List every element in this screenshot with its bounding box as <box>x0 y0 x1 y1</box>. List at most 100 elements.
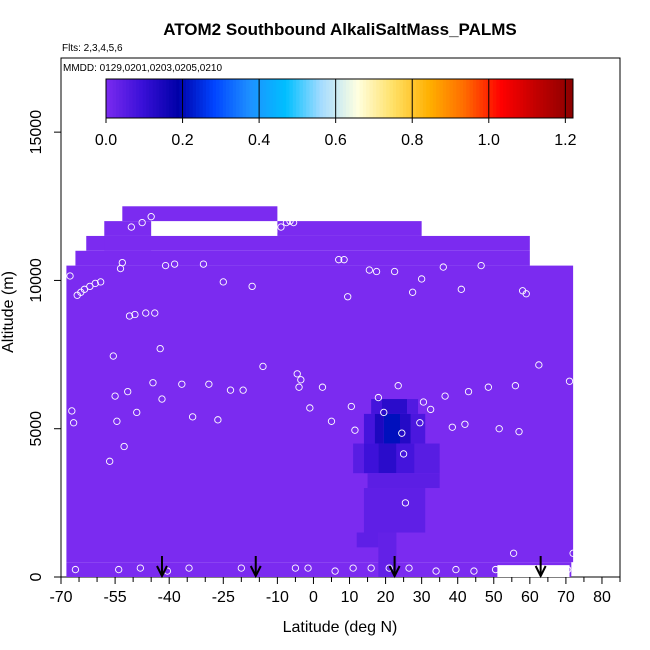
colorbar-segment-65 <box>322 79 327 118</box>
colorbar-segment-6 <box>126 79 130 118</box>
sample-point-35 <box>185 564 193 572</box>
sample-point-60 <box>335 256 343 264</box>
sample-point-26 <box>147 213 155 221</box>
sample-point-89 <box>461 420 469 428</box>
y-axis-label: Altitude (m) <box>0 271 17 353</box>
colorbar-segment-66 <box>326 79 330 118</box>
colorbar-segment-127 <box>529 79 534 118</box>
sample-point-98 <box>515 428 523 436</box>
colorbar-segment-28 <box>199 79 204 118</box>
colorbar-tick-label-1: 0.2 <box>171 132 193 149</box>
sample-point-100 <box>522 290 530 298</box>
sample-point-39 <box>214 416 222 424</box>
colorbar-segment-84 <box>386 79 390 118</box>
colorbar-segment-120 <box>506 79 511 118</box>
sample-point-51 <box>291 564 300 572</box>
enhanced-cell-3 <box>363 413 375 444</box>
colorbar-segment-39 <box>236 79 240 118</box>
colorbar-segment-126 <box>526 79 531 118</box>
x-axis-label: Latitude (deg N) <box>283 619 398 636</box>
colorbar-segment-114 <box>486 79 491 118</box>
sample-point-88 <box>457 285 465 293</box>
enhanced-cell-10 <box>378 443 397 474</box>
colorbar-segment-70 <box>339 79 344 118</box>
colorbar-segment-41 <box>242 79 247 118</box>
x-tick-label-9: 40 <box>449 589 467 606</box>
colorbar-segment-64 <box>319 79 324 118</box>
colorbar-segment-130 <box>539 79 544 118</box>
colorbar-segment-11 <box>142 79 147 118</box>
sample-point-30 <box>158 395 166 403</box>
flight-marker-head-3 <box>534 565 547 579</box>
colorbar-segment-128 <box>532 79 537 118</box>
colorbar-segment-1 <box>109 79 114 118</box>
sample-point-11 <box>109 352 117 360</box>
colorbar-segment-92 <box>412 79 417 118</box>
colorbar-segment-3 <box>116 79 120 118</box>
flight-marker-arrow-0 <box>156 556 168 579</box>
colorbar-segment-124 <box>519 79 524 118</box>
sample-point-107 <box>569 549 577 557</box>
sample-point-63 <box>347 402 355 411</box>
colorbar-segment-121 <box>509 79 514 118</box>
sample-point-79 <box>416 419 424 427</box>
colorbar-segment-118 <box>499 79 504 118</box>
colorbar-segment-58 <box>299 79 304 118</box>
colorbar-segment-68 <box>332 79 337 118</box>
colorbar <box>105 78 574 119</box>
colorbar-segment-75 <box>356 79 360 118</box>
colorbar-segment-125 <box>522 79 527 118</box>
flight-marker-head-1 <box>249 565 262 579</box>
colorbar-tick-label-0: 0.0 <box>95 132 117 149</box>
colorbar-segment-4 <box>119 79 124 118</box>
sample-point-36 <box>188 413 197 421</box>
sample-point-13 <box>113 417 121 425</box>
colorbar-segment-136 <box>559 79 564 118</box>
colorbar-segment-115 <box>489 79 494 118</box>
colorbar-segment-46 <box>259 79 264 118</box>
enhanced-cell-7 <box>410 413 426 444</box>
enhanced-cell-5 <box>383 413 401 444</box>
sample-point-75 <box>399 450 408 458</box>
colorbar-segment-131 <box>542 79 547 118</box>
flight-marker-arrow-3 <box>534 556 547 579</box>
colorbar-segment-49 <box>269 79 274 118</box>
coverage-cell-2 <box>75 250 530 266</box>
flight-marker-head-2 <box>388 565 401 579</box>
coverage-cell-4 <box>104 221 152 236</box>
x-tick-label-2: -40 <box>158 589 181 606</box>
colorbar-segment-51 <box>276 79 280 118</box>
colorbar-segment-123 <box>516 79 521 118</box>
colorbar-segment-48 <box>266 79 270 118</box>
flight-markers <box>156 556 547 579</box>
coverage-cell-0 <box>66 562 572 577</box>
coverage-cell-7 <box>277 221 422 236</box>
colorbar-segment-67 <box>329 79 334 118</box>
y-tick-label-1: 5000 <box>28 411 45 447</box>
sample-point-81 <box>419 398 428 406</box>
sample-point-62 <box>344 293 352 301</box>
colorbar-segment-54 <box>286 79 290 118</box>
enhanced-cell-14 <box>363 488 426 533</box>
sample-point-83 <box>432 567 440 575</box>
x-tick-label-0: -70 <box>49 589 72 606</box>
enhanced-cell-0 <box>371 399 382 414</box>
colorbar-segment-73 <box>349 79 354 118</box>
colorbar-segment-32 <box>212 79 217 118</box>
sample-point-47 <box>277 223 285 231</box>
colorbar-segment-119 <box>502 79 507 118</box>
sample-point-86 <box>448 423 456 431</box>
colorbar-tick-label-2: 0.4 <box>248 132 270 149</box>
sample-point-101 <box>527 565 536 574</box>
y-tick-label-2: 10000 <box>28 258 45 303</box>
sample-points <box>66 213 577 575</box>
sample-point-82 <box>427 405 435 414</box>
colorbar-segment-40 <box>239 79 244 118</box>
colorbar-segment-53 <box>282 79 287 118</box>
colorbar-segment-7 <box>129 79 134 118</box>
colorbar-segment-100 <box>439 79 444 118</box>
colorbar-segment-9 <box>136 79 140 118</box>
colorbar-segment-93 <box>416 79 420 118</box>
colorbar-segment-8 <box>132 79 137 118</box>
colorbar-segment-23 <box>182 79 187 118</box>
